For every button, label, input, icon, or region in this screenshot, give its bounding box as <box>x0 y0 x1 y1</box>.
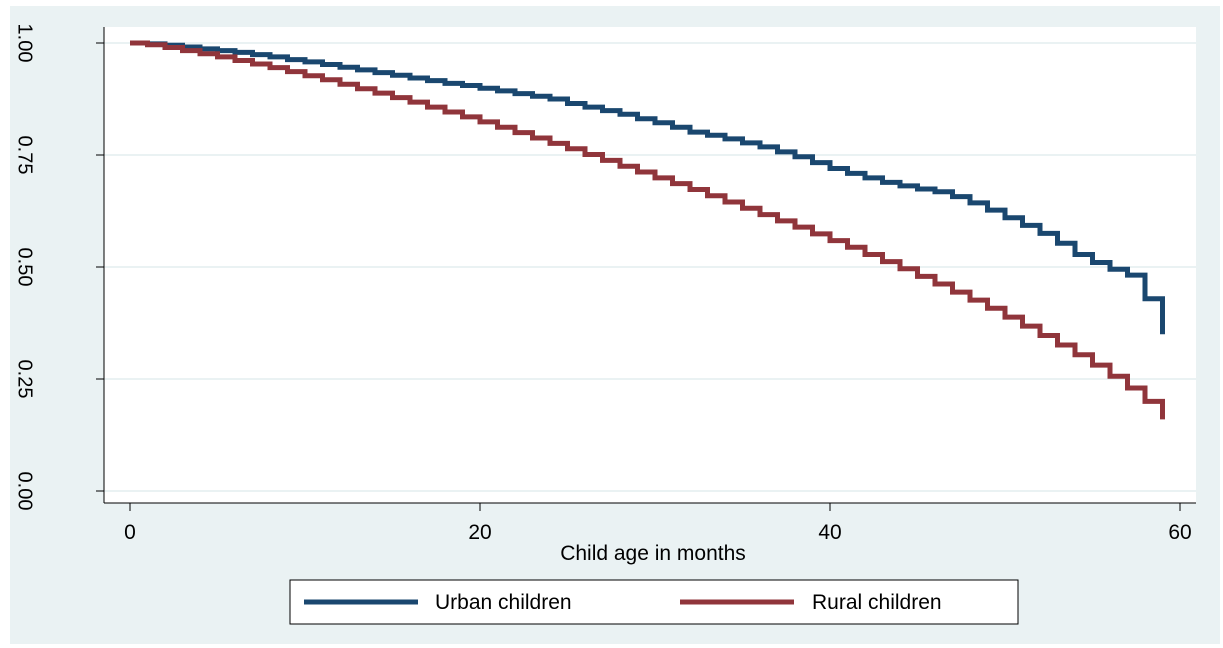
y-tick-label: 0.25 <box>14 360 36 399</box>
x-tick-label: 40 <box>818 521 841 544</box>
x-tick-label: 60 <box>1168 521 1191 544</box>
plot-region <box>104 27 1196 503</box>
series-line-urban <box>130 40 1165 335</box>
series-lines <box>130 40 1165 420</box>
x-tick-label: 0 <box>124 521 136 544</box>
x-axis-title: Child age in months <box>560 542 746 565</box>
x-tick-label: 20 <box>468 521 491 544</box>
y-tick-label: 1.00 <box>14 24 36 63</box>
y-tick-label: 0.75 <box>14 136 36 175</box>
legend-label-urban: Urban children <box>435 591 572 614</box>
legend: Urban children Rural children <box>289 579 1019 625</box>
y-tick-label: 0.00 <box>14 472 36 511</box>
legend-label-rural: Rural children <box>812 591 942 614</box>
axes: 0.00 0.25 0.50 0.75 1.00 0 20 40 60 <box>14 24 1196 544</box>
series-line-rural <box>130 40 1165 420</box>
gridlines <box>104 42 1196 492</box>
y-tick-label: 0.50 <box>14 248 36 287</box>
